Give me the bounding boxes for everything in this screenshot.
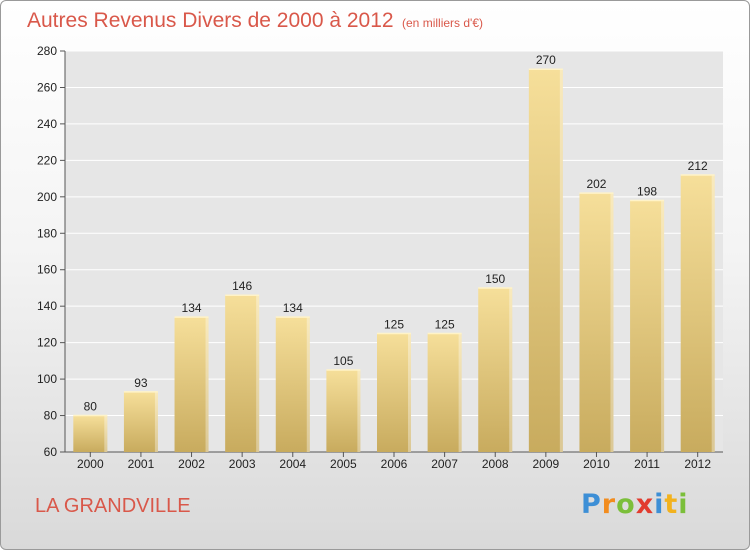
x-tick-label: 2012 xyxy=(684,457,711,471)
data-label: 134 xyxy=(182,301,202,315)
data-label: 198 xyxy=(637,184,657,198)
bar-highlight xyxy=(256,295,260,452)
chart-title-block: Autres Revenus Divers de 2000 à 2012 (en… xyxy=(27,9,483,33)
data-label: 93 xyxy=(134,376,148,390)
logo-letter: P xyxy=(581,489,602,520)
data-label: 150 xyxy=(485,272,505,286)
logo-letter: r xyxy=(601,489,617,520)
x-tick-label: 2011 xyxy=(634,457,660,471)
x-tick-label: 2003 xyxy=(229,457,256,471)
logo-letter: o xyxy=(616,489,636,520)
bar xyxy=(630,200,665,452)
x-tick-label: 2001 xyxy=(128,457,155,471)
y-tick-label: 220 xyxy=(37,153,57,167)
logo-letter: t xyxy=(664,489,679,520)
data-label: 146 xyxy=(232,279,252,293)
y-tick-label: 280 xyxy=(37,44,57,58)
bar-highlight xyxy=(306,317,310,452)
plot-area: 60 80 100 120 140 160 180 200 220 240 260 280 80 2000… xyxy=(37,44,723,471)
bar xyxy=(579,193,614,452)
bar xyxy=(680,174,715,453)
data-label: 125 xyxy=(435,318,455,332)
x-tick-label: 2002 xyxy=(178,457,205,471)
bar-highlight xyxy=(458,333,462,452)
logo-letter: i xyxy=(678,489,689,520)
x-tick-label: 2006 xyxy=(381,457,408,471)
bar xyxy=(225,295,260,452)
data-label: 125 xyxy=(384,318,404,332)
x-tick-label: 2005 xyxy=(330,457,357,471)
data-label: 80 xyxy=(84,400,98,414)
bar xyxy=(275,317,310,452)
bar xyxy=(123,391,158,452)
chart-title: Autres Revenus Divers de 2000 à 2012 xyxy=(27,9,394,32)
bar-highlight xyxy=(408,333,411,452)
y-tick-label: 140 xyxy=(37,299,57,313)
bar-highlight xyxy=(711,174,715,453)
y-tick-label: 100 xyxy=(37,372,57,386)
bar xyxy=(478,287,513,452)
data-label: 105 xyxy=(333,354,353,368)
data-label: 212 xyxy=(688,159,708,173)
logo-letter: x xyxy=(635,489,655,520)
city-name: LA GRANDVILLE xyxy=(35,495,191,517)
x-tick-label: 2004 xyxy=(279,457,306,471)
y-tick-label: 60 xyxy=(44,445,58,459)
x-tick-label: 2010 xyxy=(583,457,610,471)
y-tick-label: 160 xyxy=(37,263,57,277)
bar-highlight xyxy=(357,369,361,452)
data-label: 134 xyxy=(283,301,303,315)
bar xyxy=(73,415,108,452)
bar xyxy=(528,69,563,453)
y-tick-label: 200 xyxy=(37,190,57,204)
bar-highlight xyxy=(559,69,563,453)
y-tick-label: 260 xyxy=(37,80,57,94)
bar xyxy=(377,333,411,452)
bar-highlight xyxy=(610,193,614,452)
data-label: 202 xyxy=(586,177,606,191)
x-tick-label: 2007 xyxy=(431,457,458,471)
x-tick-label: 2008 xyxy=(482,457,509,471)
y-tick-label: 180 xyxy=(37,226,57,240)
bar-highlight xyxy=(509,287,513,452)
x-tick-label: 2000 xyxy=(77,457,104,471)
y-tick-label: 80 xyxy=(44,409,58,423)
y-tick-label: 240 xyxy=(37,117,57,131)
bar-highlight xyxy=(104,415,108,452)
bar-highlight xyxy=(154,391,158,452)
bar xyxy=(427,333,462,452)
x-tick-label: 2009 xyxy=(532,457,559,471)
chart-subtitle: (en milliers d'€) xyxy=(402,16,483,30)
proxiti-logo: Proxiti xyxy=(581,489,689,520)
y-tick-label: 120 xyxy=(37,336,57,350)
bar-highlight xyxy=(205,317,209,452)
logo-letter: i xyxy=(654,489,665,520)
bar xyxy=(174,317,209,452)
data-label: 270 xyxy=(536,53,556,67)
bar-highlight xyxy=(661,200,665,452)
bar xyxy=(326,369,361,452)
